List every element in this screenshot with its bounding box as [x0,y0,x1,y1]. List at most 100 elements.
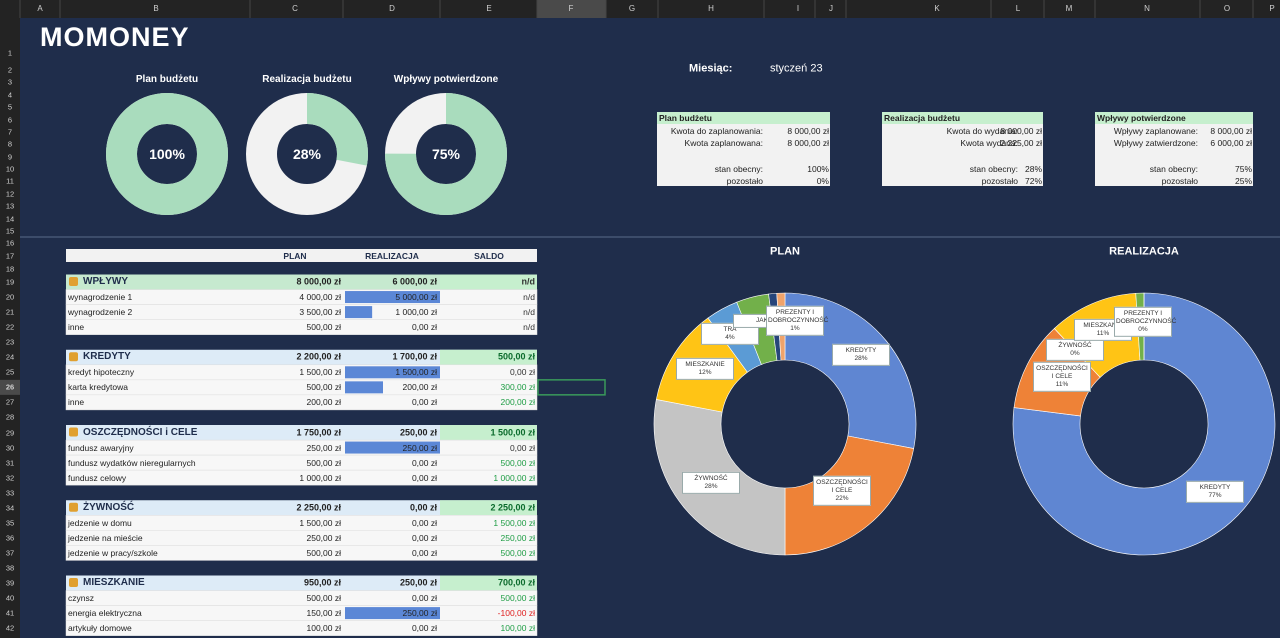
item-row [65,545,538,561]
section-icon [69,578,78,587]
row-number: 8 [7,139,13,149]
month-value: styczeń 23 [770,62,823,75]
chart-title: REALIZACJA [1109,245,1179,258]
pie-label-value: 4% [725,334,735,341]
pie-label-value: 11% [1096,330,1110,337]
table-header: PLAN [283,250,307,261]
item-real: 0,00 zł [411,472,437,483]
summary-title: Realizacja budżetu [884,112,961,123]
row-number: 9 [7,151,13,161]
pie-label-value: 77% [1208,492,1222,499]
row-number: 15 [5,226,15,236]
item-saldo: n/d [523,321,535,332]
item-plan: 500,00 zł [306,321,342,332]
item-plan: 100,00 zł [306,622,342,633]
pie-label: PREZENTY I DOBROCZYNNOŚĆ 1% [766,305,829,337]
realization-bar [345,366,440,379]
pie-label-name: MIESZKANIE [1083,321,1123,329]
summary-label: Kwota zaplanowana: [684,137,763,148]
summary-title: Plan budżetu [659,112,712,123]
row-number: 40 [5,593,15,603]
section-saldo-cell [440,425,537,440]
gauge-title: Plan budżetu [135,74,199,85]
section-real: 1 700,00 zł [392,351,437,362]
column-header: K [934,4,940,13]
row-number: 21 [5,307,15,317]
item-plan: 250,00 zł [306,532,342,543]
item-real: 0,00 zł [411,592,437,603]
section-name: MIESZKANIE [83,577,145,588]
pie-label-value: 12% [698,369,712,376]
item-name: fundusz awaryjny [68,442,134,453]
row-number: 2 [7,65,13,75]
gauge-label: 100% [149,146,185,162]
row-header-bar [0,18,20,638]
item-saldo: n/d [523,291,535,302]
column-header: G [628,4,636,13]
column-header-bar [0,0,1280,18]
pie-label-value: 11% [1055,381,1069,389]
summary-value: 8 000,00 zł [1000,125,1042,136]
item-real: 0,00 zł [411,457,437,468]
row-number: 20 [5,292,15,302]
pie-label: KREDYTY 77% [1186,480,1244,504]
item-plan: 3 500,00 zł [299,306,341,317]
pie-label-name: TRA [723,325,737,333]
item-saldo: 500,00 zł [500,547,536,558]
pie-label-name: JAK [756,316,768,324]
summary-value: 8 000,00 zł [1210,125,1252,136]
row-number: 23 [5,337,15,347]
item-real: 200,00 zł [402,382,438,393]
item-name: energia elektryczna [68,607,142,618]
item-plan: 500,00 zł [306,547,342,558]
column-header: I [796,4,800,13]
row-number: 30 [5,442,15,452]
pie-label: OSZCZĘDNOŚCI I CELE 11% [1033,361,1091,393]
section-saldo: 700,00 zł [497,577,535,588]
item-plan: 1 000,00 zł [299,472,341,483]
section-real: 250,00 zł [399,427,437,437]
realization-bar [345,291,440,304]
pie-label-value: 22% [835,495,849,503]
table-header-row [66,249,537,262]
item-saldo: n/d [523,306,535,317]
row-number: 28 [5,412,15,422]
row-number: 27 [5,397,15,407]
item-real: 250,00 zł [402,607,438,618]
column-header: J [829,4,833,13]
row-number: 18 [5,264,15,274]
item-saldo: -100,00 zł [497,607,535,618]
row-number: 37 [5,548,15,558]
section-saldo: 1 500,00 zł [490,427,535,437]
realization-bar [345,381,383,394]
item-real: 0,00 zł [411,547,437,558]
row-number: 26 [5,382,15,392]
row-number: 24 [5,352,15,362]
selected-column-header [537,0,606,18]
column-header: E [486,4,492,13]
item-row [65,379,538,396]
item-saldo: 500,00 zł [500,592,536,603]
row-number: 10 [5,164,15,174]
item-saldo: 250,00 zł [500,532,536,543]
pie-label: PREZENTY I DOBROCZYNNOŚĆ 0% [1114,306,1176,338]
column-header: L [1015,4,1021,13]
item-name: kredyt hipoteczny [68,367,135,378]
pie-label-name: PREZENTY I DOBROCZYNNOŚĆ [768,308,829,324]
row-number: 1 [7,48,13,58]
summary-title-bar [1095,112,1253,124]
section-icon [69,427,78,437]
pie-label-name: KREDYTY [1199,483,1231,491]
summary-value: 6 000,00 zł [1210,137,1252,148]
row-number: 31 [5,457,15,467]
section-saldo: n/d [521,276,536,287]
item-row [65,620,538,636]
section-real: 0,00 zł [409,502,437,513]
row-number: 35 [5,518,15,528]
section-plan: 950,00 zł [303,577,341,588]
summary-title-bar [882,112,1043,124]
item-name: fundusz celowy [68,472,127,483]
row-number: 42 [5,623,15,633]
pie-label-value: 0% [1070,350,1080,357]
pie-label: ŻYWNOŚĆ 0% [1046,338,1104,362]
